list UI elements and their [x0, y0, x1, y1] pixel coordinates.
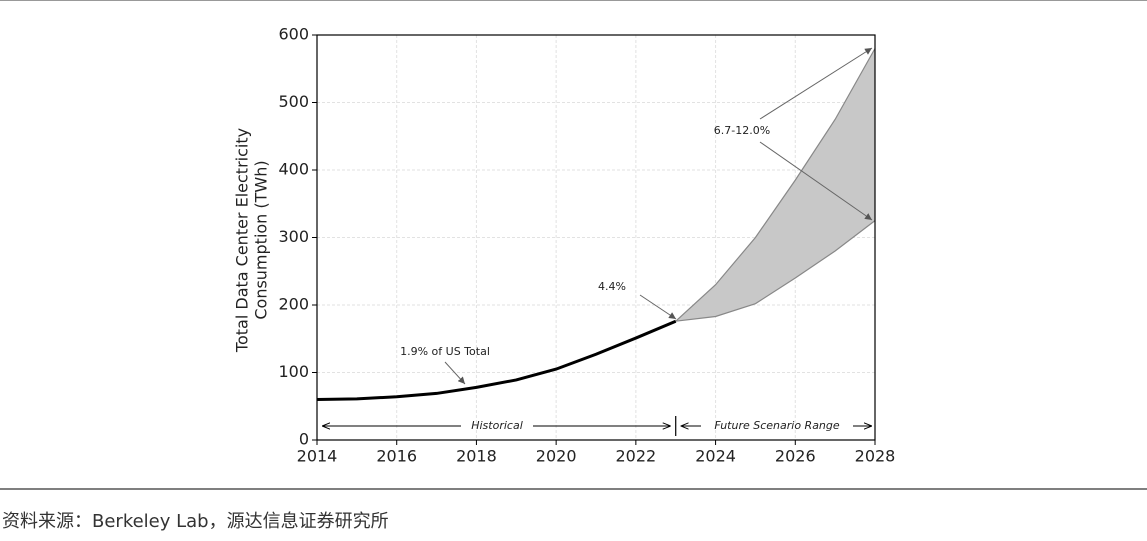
annotation: 6.7-12.0%: [714, 124, 770, 137]
scenario-band: [675, 48, 875, 322]
y-tick-label: 600: [278, 25, 309, 44]
y-tick-label: 0: [299, 430, 309, 449]
annotation-arrow: [759, 47, 873, 120]
x-tick-label: 2024: [695, 447, 736, 466]
plot-frame: [316, 34, 876, 441]
x-tick-label: 2028: [855, 447, 896, 466]
y-tick-label: 300: [278, 227, 309, 246]
y-tick-label: 400: [278, 160, 309, 179]
y-tick-label: 200: [278, 295, 309, 314]
y-axis-label: Consumption (TWh): [252, 160, 271, 319]
x-tick-label: 2018: [456, 447, 497, 466]
y-tick-label: 500: [278, 92, 309, 111]
period-label: Future Scenario Range: [714, 419, 840, 432]
annotation-arrow: [639, 294, 677, 320]
source: 资料来源：Berkeley Lab，源达信息证券研究所: [2, 511, 389, 532]
x-tick-label: 2022: [615, 447, 656, 466]
scenario-low: [675, 220, 876, 322]
annotation: 4.4%: [598, 280, 626, 293]
annotation-arrow: [759, 141, 873, 221]
scenario-high: [675, 48, 876, 322]
x-tick-label: 2014: [297, 447, 338, 466]
x-tick-label: 2016: [376, 447, 417, 466]
y-tick-label: 100: [278, 362, 309, 381]
annotation-arrow: [444, 361, 466, 385]
y-axis-label: Total Data Center Electricity: [233, 128, 252, 353]
period-label: Historical: [471, 419, 523, 432]
x-tick-label: 2026: [775, 447, 816, 466]
annotation: 1.9% of US Total: [400, 345, 490, 358]
historical-line: [316, 319, 677, 401]
x-tick-label: 2020: [536, 447, 577, 466]
